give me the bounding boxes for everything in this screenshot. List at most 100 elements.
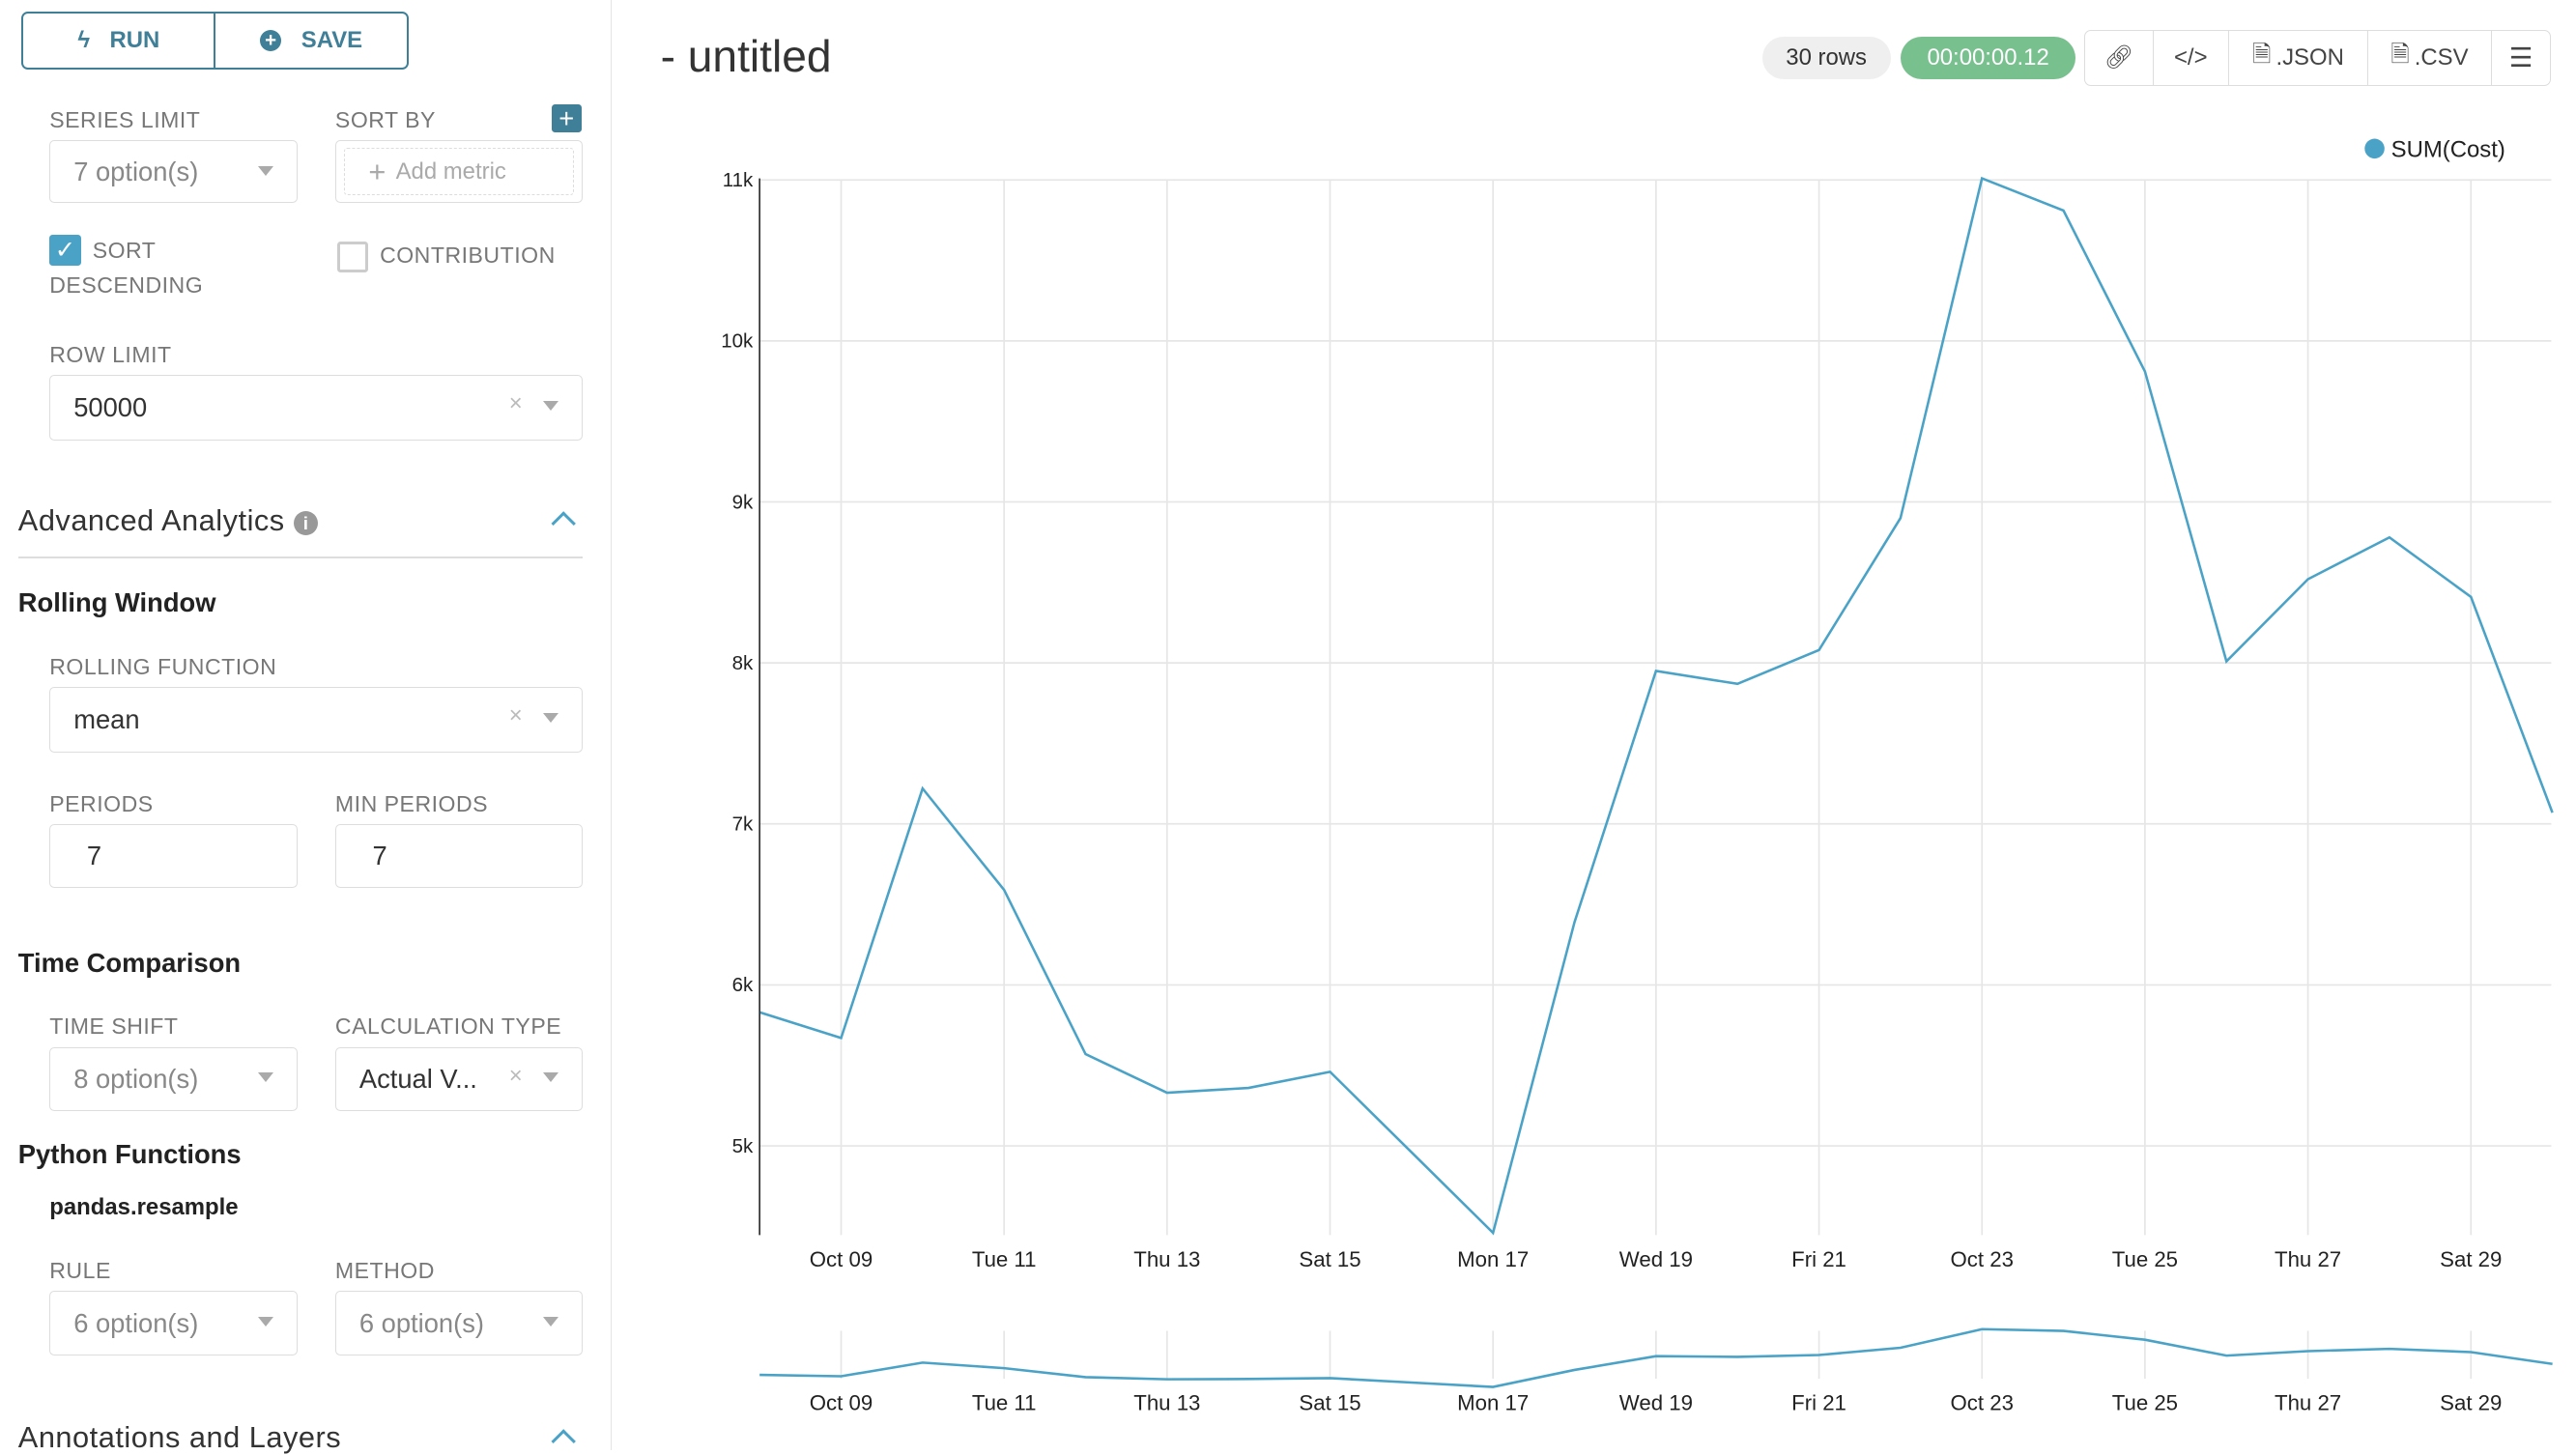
legend-marker[interactable] bbox=[2364, 138, 2385, 159]
chevron-down-icon bbox=[257, 165, 273, 176]
periods-input[interactable]: 7 bbox=[49, 823, 298, 889]
sort-descending-label: SORT bbox=[92, 238, 157, 264]
method-label: METHOD bbox=[334, 1258, 435, 1284]
x-tick-label: Sat 29 bbox=[2440, 1247, 2502, 1271]
file-code-icon: 🗎 bbox=[2252, 42, 2272, 69]
legend-label[interactable]: SUM(Cost) bbox=[2391, 136, 2505, 162]
advanced-analytics-header[interactable]: Advanced Analytics i bbox=[18, 503, 319, 538]
y-tick-label: 7k bbox=[732, 813, 754, 836]
overview-x-tick-label: Thu 13 bbox=[1133, 1390, 1200, 1414]
method-select[interactable]: 6 option(s) bbox=[334, 1291, 584, 1356]
rolling-window-title: Rolling Window bbox=[17, 587, 216, 618]
y-tick-label: 9k bbox=[732, 491, 754, 513]
x-tick-label: Fri 21 bbox=[1791, 1247, 1846, 1271]
y-tick-label: 10k bbox=[721, 330, 754, 353]
overview-x-tick-label: Tue 25 bbox=[2112, 1390, 2178, 1414]
overview-x-tick-label: Thu 27 bbox=[2275, 1390, 2341, 1414]
clear-icon[interactable]: × bbox=[508, 702, 523, 729]
sort-descending-checkbox[interactable]: ✓ bbox=[49, 234, 81, 267]
row-count-badge: 30 rows bbox=[1761, 36, 1891, 80]
rolling-function-label: ROLLING FUNCTION bbox=[49, 653, 277, 679]
y-tick-label: 6k bbox=[732, 974, 754, 996]
x-tick-label: Oct 23 bbox=[1951, 1247, 2014, 1271]
series-line-sum-cost bbox=[758, 176, 2554, 1236]
file-text-icon: 🗎 bbox=[2390, 42, 2410, 69]
sort-by-select[interactable]: + Add metric bbox=[334, 140, 584, 204]
series-limit-select[interactable]: 7 option(s) bbox=[49, 140, 298, 204]
chart-actions: 🔗︎ </> 🗎 .JSON 🗎 .CSV ☰ bbox=[2083, 29, 2552, 86]
chevron-down-icon bbox=[543, 1072, 559, 1082]
code-icon: </> bbox=[2173, 43, 2208, 71]
calculation-type-select[interactable]: Actual V... × bbox=[334, 1046, 584, 1112]
chevron-down-icon bbox=[257, 1072, 273, 1082]
query-buttons: ϟ RUN + SAVE bbox=[21, 11, 409, 71]
y-tick-label: 8k bbox=[732, 652, 754, 674]
chevron-down-icon bbox=[543, 1317, 559, 1327]
time-comparison-title: Time Comparison bbox=[17, 947, 242, 978]
add-sort-button[interactable]: + bbox=[551, 104, 582, 132]
plus-circle-icon: + bbox=[260, 30, 282, 52]
y-tick-label: 5k bbox=[732, 1135, 754, 1157]
export-csv-button[interactable]: 🗎 .CSV bbox=[2367, 30, 2490, 85]
rule-select[interactable]: 6 option(s) bbox=[49, 1291, 298, 1356]
series-limit-label: SERIES LIMIT bbox=[49, 107, 201, 133]
link-button[interactable]: 🔗︎ bbox=[2085, 31, 2153, 85]
x-tick-label: Tue 11 bbox=[972, 1247, 1037, 1271]
save-button[interactable]: + SAVE bbox=[214, 13, 406, 69]
x-tick-label: Wed 19 bbox=[1619, 1247, 1693, 1271]
clear-icon[interactable]: × bbox=[508, 390, 523, 417]
plus-icon: + bbox=[368, 154, 386, 188]
x-tick-label: Oct 09 bbox=[810, 1247, 873, 1271]
chevron-down-icon bbox=[257, 1317, 273, 1327]
export-json-button[interactable]: 🗎 .JSON bbox=[2227, 30, 2368, 85]
rule-label: RULE bbox=[49, 1258, 111, 1284]
rolling-function-select[interactable]: mean × bbox=[49, 686, 584, 754]
embed-button[interactable]: </> bbox=[2152, 30, 2228, 85]
overview-series-line[interactable] bbox=[759, 1327, 2553, 1388]
annotations-header[interactable]: Annotations and Layers bbox=[17, 1419, 342, 1454]
overview-x-tick-label: Tue 11 bbox=[972, 1390, 1037, 1414]
time-shift-label: TIME SHIFT bbox=[49, 1013, 179, 1040]
x-tick-label: Tue 25 bbox=[2112, 1247, 2178, 1271]
overview-x-tick-label: Oct 09 bbox=[810, 1390, 873, 1414]
calculation-type-label: CALCULATION TYPE bbox=[334, 1013, 562, 1040]
y-tick-label: 11k bbox=[723, 169, 754, 191]
x-tick-label: Sat 15 bbox=[1299, 1247, 1360, 1271]
more-menu-button[interactable]: ☰ bbox=[2490, 30, 2551, 85]
chevron-down-icon bbox=[543, 400, 559, 411]
info-icon: i bbox=[293, 510, 319, 536]
x-tick-label: Thu 13 bbox=[1133, 1247, 1200, 1271]
run-button[interactable]: ϟ RUN bbox=[77, 27, 160, 54]
overview-x-tick-label: Fri 21 bbox=[1791, 1390, 1846, 1414]
contribution-label: CONTRIBUTION bbox=[380, 242, 556, 269]
overview-x-tick-label: Oct 23 bbox=[1951, 1390, 2014, 1414]
sort-descending-label-2: DESCENDING bbox=[49, 271, 204, 298]
overview-x-tick-label: Wed 19 bbox=[1619, 1390, 1693, 1414]
python-functions-title: Python Functions bbox=[17, 1139, 242, 1170]
overview-x-tick-label: Mon 17 bbox=[1457, 1390, 1529, 1414]
overview-x-tick-label: Sat 29 bbox=[2440, 1390, 2502, 1414]
time-shift-select[interactable]: 8 option(s) bbox=[49, 1046, 298, 1112]
row-limit-select[interactable]: 50000 × bbox=[49, 374, 584, 442]
check-icon: ✓ bbox=[54, 236, 76, 264]
chevron-down-icon bbox=[543, 712, 559, 723]
periods-label: PERIODS bbox=[49, 790, 154, 816]
link-icon: 🔗︎ bbox=[2104, 44, 2133, 71]
pandas-resample-title: pandas.resample bbox=[49, 1193, 239, 1220]
sort-by-label: SORT BY bbox=[334, 107, 436, 133]
clear-icon[interactable]: × bbox=[508, 1062, 523, 1089]
row-limit-label: ROW LIMIT bbox=[49, 341, 172, 367]
chart-title[interactable]: - untitled bbox=[660, 30, 832, 81]
min-periods-label: MIN PERIODS bbox=[334, 790, 489, 816]
overview-x-tick-label: Sat 15 bbox=[1299, 1390, 1360, 1414]
contribution-checkbox[interactable] bbox=[336, 241, 369, 272]
hamburger-icon: ☰ bbox=[2508, 42, 2533, 72]
query-timer-badge: 00:00:00.12 bbox=[1901, 36, 2076, 80]
x-tick-label: Thu 27 bbox=[2275, 1247, 2341, 1271]
x-tick-label: Mon 17 bbox=[1457, 1247, 1529, 1271]
bolt-icon: ϟ bbox=[77, 27, 90, 54]
min-periods-input[interactable]: 7 bbox=[334, 823, 584, 889]
divider bbox=[17, 556, 584, 558]
add-metric-button[interactable]: + Add metric bbox=[344, 148, 574, 196]
